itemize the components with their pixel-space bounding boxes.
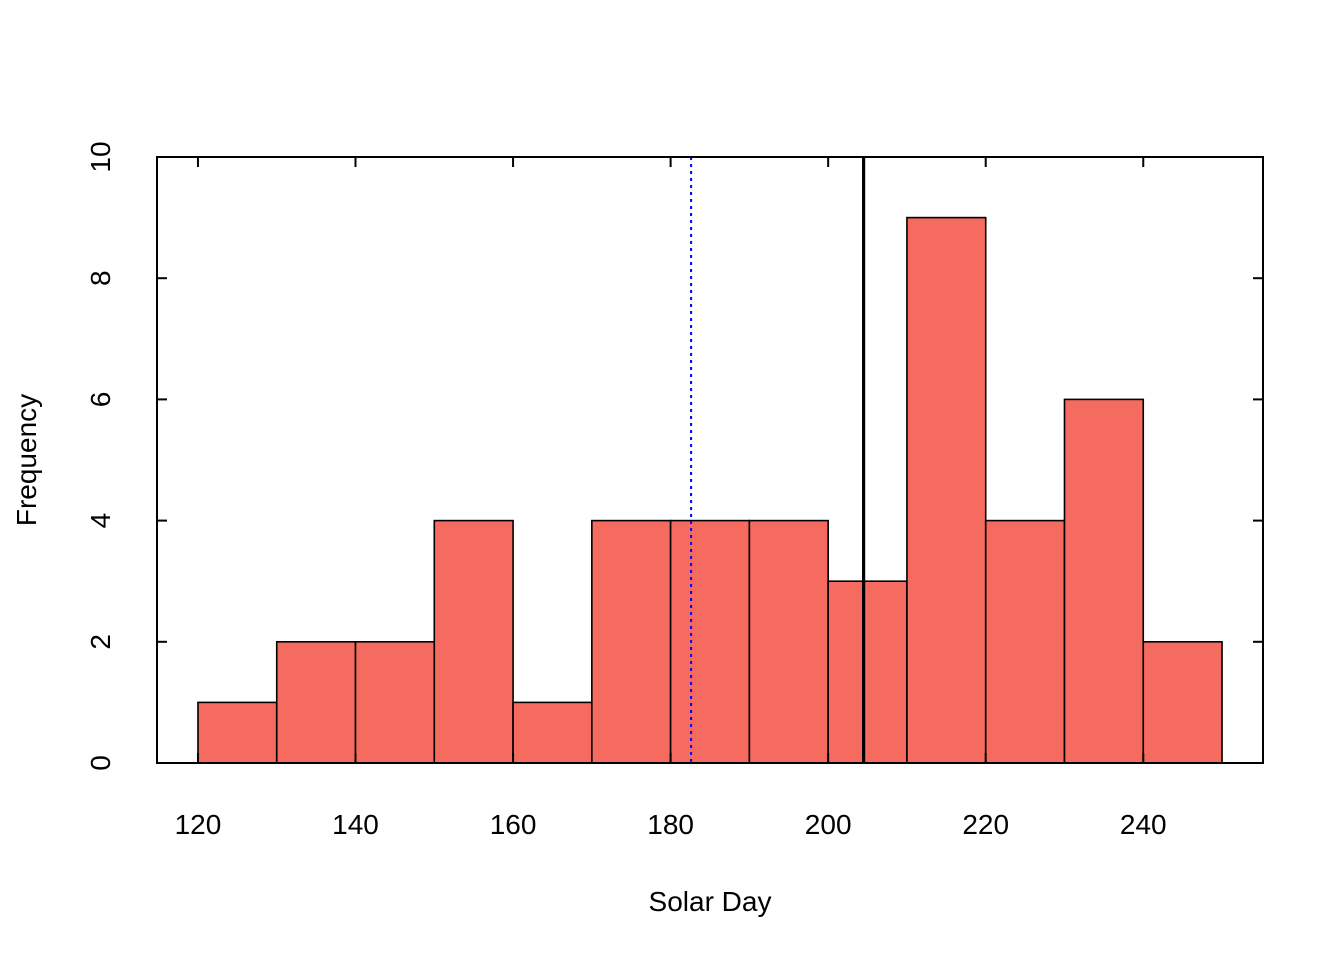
histogram-bar-180-190 — [669, 519, 751, 764]
y-tick-label: 4 — [85, 513, 116, 529]
y-axis: 0 2 4 6 8 10 — [85, 141, 1263, 771]
y-tick-label: 2 — [85, 634, 116, 650]
histogram-bar-120-130 — [197, 701, 278, 764]
plot-frame — [156, 156, 1264, 764]
x-tick-label: 220 — [962, 809, 1009, 840]
x-tick-label: 120 — [175, 809, 222, 840]
histogram-bar-150-160 — [433, 519, 514, 764]
x-tick-label: 240 — [1120, 809, 1167, 840]
histogram-bar-130-140 — [275, 640, 357, 764]
x-axis-title: Solar Day — [649, 886, 772, 917]
y-axis-title: Frequency — [11, 394, 42, 526]
histogram-bar-170-180 — [591, 519, 672, 764]
x-tick-label: 200 — [805, 809, 852, 840]
histogram-bar-200-210 — [827, 580, 908, 764]
histogram-bar-160-170 — [512, 701, 593, 764]
histogram-bar-190-200 — [748, 519, 829, 764]
x-tick-label: 160 — [490, 809, 537, 840]
histogram-bar-210-220 — [906, 216, 987, 764]
x-axis: 120 140 160 180 200 220 240 — [175, 157, 1167, 840]
x-tick-label: 180 — [647, 809, 694, 840]
histogram-bars — [197, 216, 1223, 764]
histogram-bar-220-230 — [984, 519, 1066, 764]
y-tick-label: 10 — [85, 141, 116, 172]
y-tick-label: 0 — [85, 755, 116, 771]
histogram-bar-140-150 — [354, 640, 436, 764]
histogram-bar-240-250 — [1142, 640, 1223, 764]
histogram-bar-230-240 — [1063, 398, 1145, 764]
reference-lines — [690, 157, 866, 763]
y-tick-label: 6 — [85, 392, 116, 408]
y-tick-label: 8 — [85, 270, 116, 286]
x-tick-label: 140 — [332, 809, 379, 840]
